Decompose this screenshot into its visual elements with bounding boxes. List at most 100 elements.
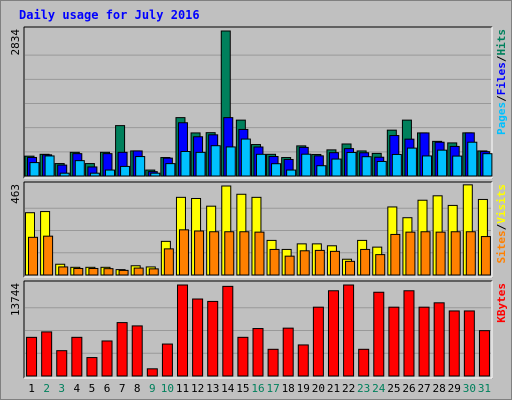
x-tick-label: 25 xyxy=(387,382,400,395)
x-tick-label: 31 xyxy=(478,382,491,395)
bar-pages xyxy=(150,172,161,177)
bar-sites xyxy=(209,231,220,276)
x-tick-label: 22 xyxy=(342,382,355,395)
bar-sites xyxy=(73,267,84,276)
bar-sites xyxy=(284,255,295,276)
bar-pages xyxy=(331,158,342,177)
ymax-label: 13744 xyxy=(9,283,22,316)
panel-kbytes: 13744 KBytes xyxy=(9,280,508,379)
bar-sites xyxy=(405,231,416,276)
x-tick-label: 1 xyxy=(28,382,35,395)
bar-pages xyxy=(120,165,131,177)
legend-item: Visits xyxy=(495,184,508,224)
bar-sites xyxy=(450,231,461,276)
x-tick-label: 28 xyxy=(433,382,446,395)
bar-pages xyxy=(89,172,100,177)
bar-sites xyxy=(360,248,371,276)
bar-kbytes xyxy=(297,344,309,377)
bar-pages xyxy=(286,169,297,177)
bar-kbytes xyxy=(207,300,219,377)
bar-pages xyxy=(406,147,417,177)
bar-pages xyxy=(482,153,493,177)
bar-kbytes xyxy=(131,325,143,377)
bar-sites xyxy=(480,236,491,276)
bar-kbytes xyxy=(388,306,400,377)
bar-pages xyxy=(437,149,448,177)
bar-pages xyxy=(255,153,266,177)
legend: Sites/Visits xyxy=(495,184,508,264)
bar-kbytes xyxy=(252,328,264,377)
x-tick-label: 30 xyxy=(463,382,476,395)
x-tick-label: 8 xyxy=(134,382,141,395)
x-tick-label: 19 xyxy=(297,382,310,395)
bar-pages xyxy=(180,150,191,177)
legend-item: / xyxy=(495,55,508,62)
bar-kbytes xyxy=(222,285,234,377)
bar-sites xyxy=(375,254,386,276)
x-tick-label: 13 xyxy=(206,382,219,395)
bar-sites xyxy=(133,267,144,276)
legend-item: Hits xyxy=(495,29,508,56)
ymax-label: 2834 xyxy=(9,29,22,56)
bar-kbytes xyxy=(146,368,158,377)
bar-sites xyxy=(420,231,431,276)
bar-sites xyxy=(329,250,340,276)
bar-kbytes xyxy=(418,306,430,377)
x-tick-label: 11 xyxy=(176,382,189,395)
bar-pages xyxy=(376,160,387,177)
bar-pages xyxy=(422,155,433,177)
bar-kbytes xyxy=(101,340,113,377)
bar-pages xyxy=(301,153,312,177)
bar-sites xyxy=(43,235,54,276)
bar-kbytes xyxy=(448,310,460,377)
bar-kbytes xyxy=(403,290,415,377)
bar-pages xyxy=(135,156,146,177)
x-tick-label: 20 xyxy=(312,382,325,395)
bar-pages xyxy=(225,146,236,177)
bar-kbytes xyxy=(237,336,249,377)
bar-pages xyxy=(316,165,327,177)
x-tick-label: 4 xyxy=(74,382,81,395)
x-tick-label: 18 xyxy=(282,382,295,395)
ymax-label: 463 xyxy=(9,184,22,204)
legend: KBytes xyxy=(495,283,508,323)
bar-pages xyxy=(195,151,206,177)
bar-sites xyxy=(435,231,446,276)
bar-pages xyxy=(104,169,115,177)
x-tick-label: 10 xyxy=(161,382,174,395)
bar-kbytes xyxy=(161,343,173,377)
bar-kbytes xyxy=(343,284,355,377)
bar-kbytes xyxy=(433,302,445,377)
bar-pages xyxy=(271,163,282,177)
bar-sites xyxy=(28,236,38,276)
legend-item: Sites xyxy=(495,230,508,263)
legend-item: Files xyxy=(495,62,508,95)
bar-sites xyxy=(465,231,476,276)
bar-sites xyxy=(345,260,356,276)
bar-kbytes xyxy=(192,298,204,377)
x-tick-label: 3 xyxy=(58,382,65,395)
bar-kbytes xyxy=(463,310,475,377)
x-tick-label: 29 xyxy=(448,382,461,395)
bar-pages xyxy=(210,145,221,177)
bar-pages xyxy=(391,153,402,177)
bar-sites xyxy=(254,231,265,276)
x-tick-label: 21 xyxy=(327,382,340,395)
bar-pages xyxy=(452,155,463,177)
bar-sites xyxy=(194,230,205,276)
panels-layer: 2834Pages/Files/Hits463Sites/Visits13744… xyxy=(9,26,508,395)
x-tick-label: 7 xyxy=(119,382,126,395)
bar-sites xyxy=(390,233,401,276)
x-tick-label: 26 xyxy=(402,382,415,395)
bar-kbytes xyxy=(56,350,68,377)
x-tick-label: 23 xyxy=(357,382,370,395)
bar-pages xyxy=(59,172,70,177)
bar-kbytes xyxy=(478,330,490,377)
bar-sites xyxy=(163,248,174,276)
x-tick-label: 6 xyxy=(104,382,111,395)
legend-item: / xyxy=(495,95,508,102)
bar-pages xyxy=(29,162,40,177)
legend-item: KBytes xyxy=(495,283,508,323)
